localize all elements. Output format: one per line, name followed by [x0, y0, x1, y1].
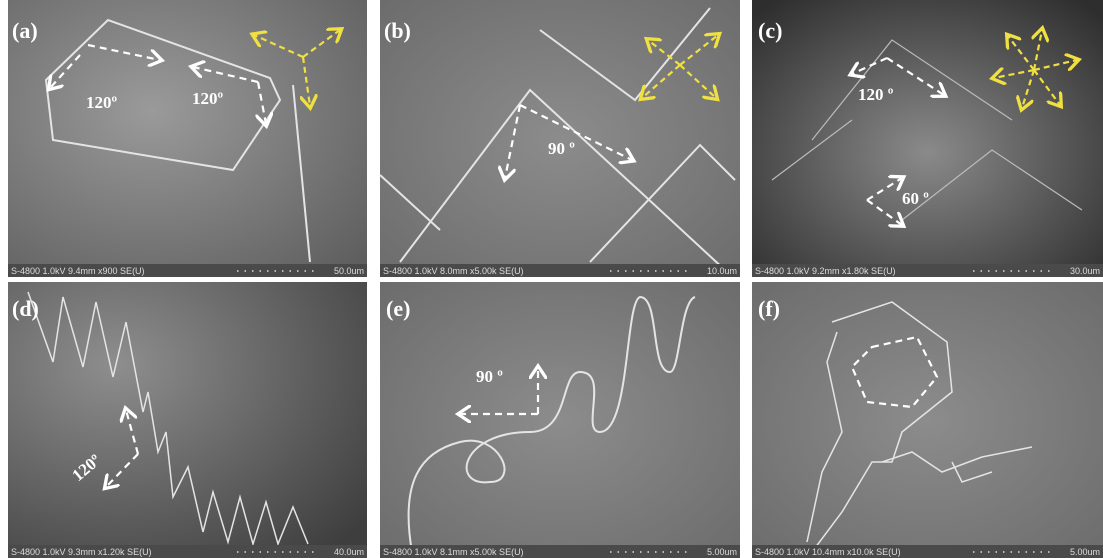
panel-a: (a) 120º 120º [8, 0, 367, 277]
sem-image [752, 0, 1103, 277]
panel-f: (f) [752, 282, 1103, 558]
info-text: S-4800 1.0kV 8.0mm x5.00k SE(U) [383, 266, 524, 276]
sem-image [380, 282, 740, 558]
sem-image [752, 282, 1103, 558]
angle-label: 60 º [902, 189, 929, 208]
sem-image [8, 0, 367, 277]
panel-c: (c) 120 º 60 º [752, 0, 1103, 277]
angle-label: 90 º [476, 367, 503, 386]
panel-d: (d) 120º [8, 282, 367, 558]
scale-text: 10.0um [707, 266, 737, 276]
info-text: S-4800 1.0kV 9.3mm x1.20k SE(U) [11, 547, 152, 557]
scale-text: 5.00um [1070, 547, 1100, 557]
angle-label: 120º [86, 93, 118, 112]
scale-text: 50.0um [334, 266, 364, 276]
info-text: S-4800 1.0kV 10.4mm x10.0k SE(U) [755, 547, 901, 557]
panel-label: (e) [386, 296, 410, 321]
panel-label: (c) [758, 18, 782, 43]
info-text: S-4800 1.0kV 9.2mm x1.80k SE(U) [755, 266, 896, 276]
angle-label: 90 º [548, 139, 575, 158]
panel-label: (a) [12, 18, 38, 43]
sem-image [8, 282, 367, 558]
angle-label: 120º [192, 89, 224, 108]
info-text: S-4800 1.0kV 9.4mm x900 SE(U) [11, 266, 145, 276]
info-text: S-4800 1.0kV 8.1mm x5.00k SE(U) [383, 547, 524, 557]
scale-text: 40.0um [334, 547, 364, 557]
panel-label: (d) [12, 296, 39, 321]
panel-e: (e) 90 º [380, 282, 740, 558]
panel-b: (b) 90 º [380, 0, 740, 277]
figure: (a) 120º 120º (b) 90 º (c) 120 º 60 º (d… [0, 0, 1103, 558]
scale-text: 30.0um [1070, 266, 1100, 276]
angle-label: 120 º [858, 85, 894, 104]
panel-label: (f) [758, 296, 780, 321]
scale-text: 5.00um [707, 547, 737, 557]
panel-label: (b) [384, 18, 411, 43]
